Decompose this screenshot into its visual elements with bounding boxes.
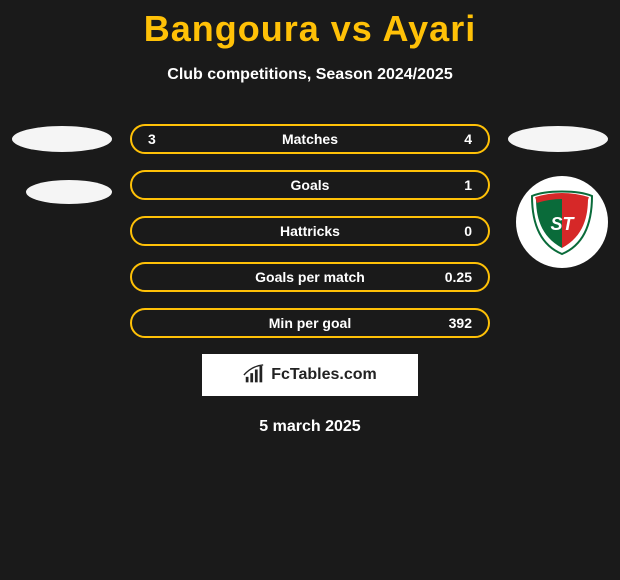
date-text: 5 march 2025 xyxy=(0,418,620,436)
stat-left-value: 3 xyxy=(148,131,208,147)
svg-text:ST: ST xyxy=(550,214,575,234)
stat-label: Matches xyxy=(208,131,412,147)
stat-right-value: 4 xyxy=(412,131,472,147)
right-club-logo: ST xyxy=(516,176,608,268)
stat-row: Min per goal 392 xyxy=(130,308,490,338)
left-player-badge-1 xyxy=(12,126,112,152)
stat-label: Goals xyxy=(208,177,412,193)
bar-chart-icon xyxy=(243,364,265,386)
left-player-badge-2 xyxy=(26,180,112,204)
right-player-badge-1 xyxy=(508,126,608,152)
page-title: Bangoura vs Ayari xyxy=(0,8,620,50)
brand-link[interactable]: FcTables.com xyxy=(202,354,418,396)
club-crest-icon: ST xyxy=(526,186,598,258)
stat-row: Goals 1 xyxy=(130,170,490,200)
stat-row: 3 Matches 4 xyxy=(130,124,490,154)
stat-right-value: 0.25 xyxy=(412,269,472,285)
stat-right-value: 1 xyxy=(412,177,472,193)
stat-label: Hattricks xyxy=(208,223,412,239)
stat-row: Hattricks 0 xyxy=(130,216,490,246)
stat-right-value: 392 xyxy=(412,315,472,331)
stat-label: Min per goal xyxy=(208,315,412,331)
stat-label: Goals per match xyxy=(208,269,412,285)
stat-right-value: 0 xyxy=(412,223,472,239)
brand-text: FcTables.com xyxy=(271,366,377,384)
stat-row: Goals per match 0.25 xyxy=(130,262,490,292)
subtitle: Club competitions, Season 2024/2025 xyxy=(0,66,620,84)
